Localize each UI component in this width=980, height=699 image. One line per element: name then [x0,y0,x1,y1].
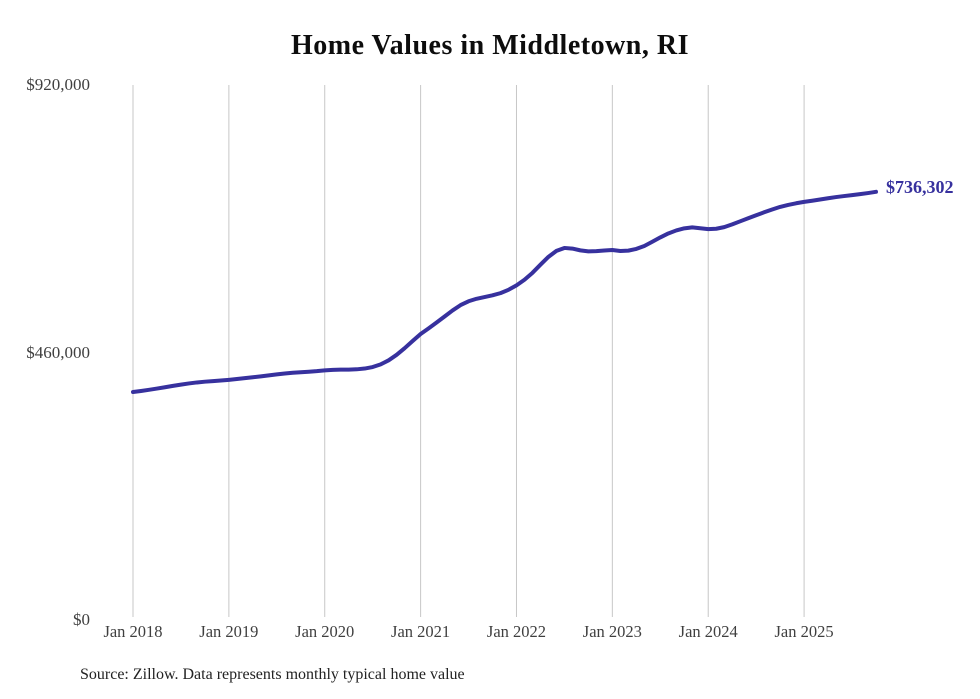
x-axis-tick-label: Jan 2019 [199,622,259,641]
x-axis-tick-label: Jan 2021 [391,622,451,641]
y-axis-tick-label: $460,000 [26,342,90,362]
x-axis-tick-label: Jan 2020 [295,622,355,641]
source-note: Source: Zillow. Data represents monthly … [80,666,465,683]
home-value-line [131,189,878,395]
y-axis-tick-label: $0 [73,610,90,629]
chart-title: Home Values in Middletown, RI [291,30,689,61]
x-axis-tick-label: Jan 2018 [103,622,163,641]
latest-value-label: $736,302 [886,177,954,197]
x-axis-tick-label: Jan 2022 [486,622,547,641]
x-axis-tick-label: Jan 2024 [678,622,738,641]
y-axis-tick-label: $920,000 [26,75,90,94]
x-axis-tick-label: Jan 2025 [774,622,834,641]
x-axis-tick-label: Jan 2023 [582,622,642,641]
